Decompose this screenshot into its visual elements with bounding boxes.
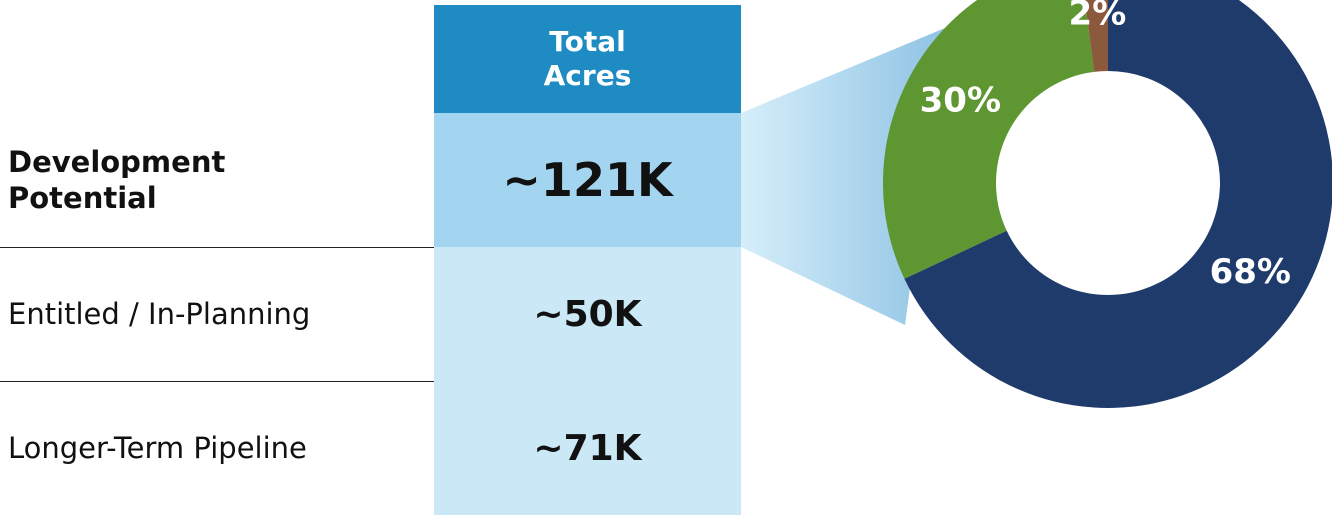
value-cell: ~121K — [434, 113, 741, 247]
value-cell: ~71K — [434, 381, 741, 515]
divider — [0, 381, 434, 382]
row-label: Entitled / In-Planning — [8, 297, 311, 331]
value-cell: ~50K — [434, 247, 741, 381]
donut-slice — [904, 0, 1332, 408]
header-cell: Total Acres — [434, 5, 741, 113]
slice-label: 68% — [1210, 252, 1291, 292]
donut-slice — [1084, 0, 1108, 72]
slice-label: 2% — [1069, 0, 1127, 33]
slice-label: 30% — [920, 80, 1001, 120]
row-label: Development Potential — [8, 145, 226, 215]
divider — [0, 247, 434, 248]
header-text: Total Acres — [543, 25, 632, 92]
row-label: Longer-Term Pipeline — [8, 431, 307, 465]
donut-slice — [883, 0, 1094, 279]
